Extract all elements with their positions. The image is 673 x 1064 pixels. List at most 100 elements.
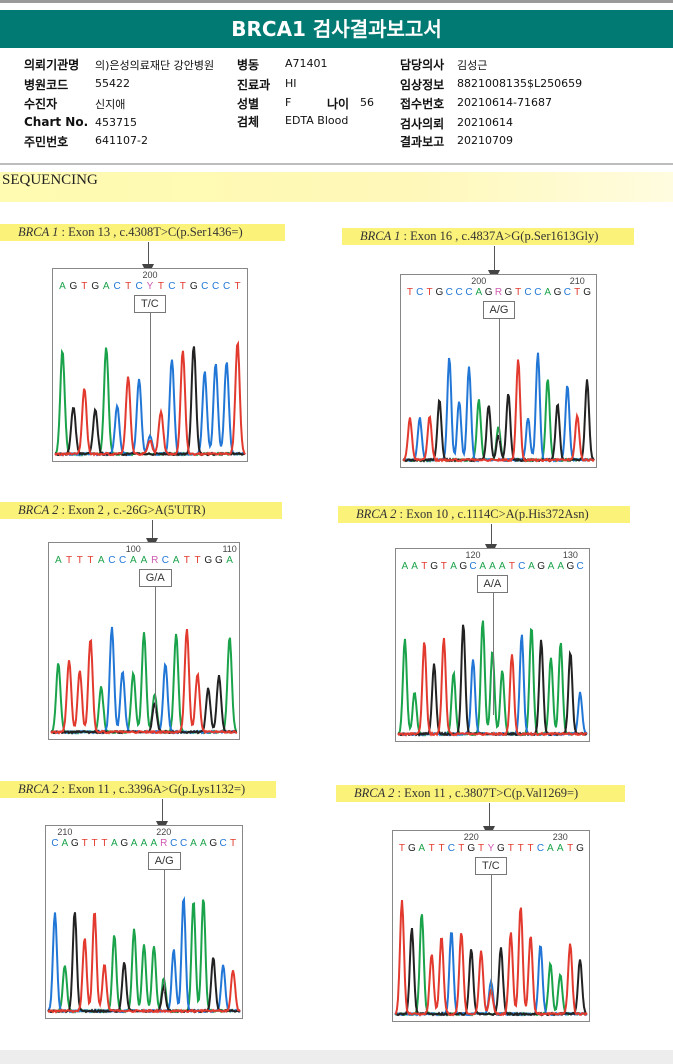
genotype-box: G/A [138, 569, 172, 587]
base-call: A [528, 561, 535, 572]
age-value: 56 [360, 96, 374, 109]
base-call: A [131, 838, 138, 849]
ward-label: 병동 [237, 58, 260, 72]
genotype-pointer [498, 319, 500, 441]
base-call: C [170, 838, 177, 849]
base-call: T [82, 838, 88, 849]
trace-T [54, 340, 246, 457]
base-call: R [495, 287, 502, 298]
position-label: 230 [553, 832, 568, 842]
section-band [0, 172, 673, 202]
variant-detail: : Exon 11 , c.3396A>G(p.Lys1132=) [61, 782, 246, 796]
genotype-box: A/G [482, 301, 516, 319]
variant-detail: : Exon 2 , c.-26G>A(5'UTR) [61, 503, 206, 517]
base-call: G [215, 555, 223, 566]
base-call: G [120, 838, 128, 849]
specimen-value: EDTA Blood [285, 114, 349, 127]
id-number-value: 641107-2 [95, 134, 148, 147]
base-call: T [567, 843, 573, 854]
base-call: A [547, 843, 554, 854]
base-call: C [212, 281, 219, 292]
id-number-label: 주민번호 [24, 135, 69, 149]
base-call: A [450, 561, 457, 572]
pointer-line [162, 799, 163, 825]
position-label: 210 [57, 827, 72, 837]
base-call: T [194, 555, 200, 566]
base-call: A [111, 838, 118, 849]
genotype-box: A/G [147, 852, 181, 870]
gene-name: BRCA 2 [18, 503, 59, 517]
dept-label: 진료과 [237, 78, 271, 92]
base-call: A [151, 838, 158, 849]
variant-label: BRCA 2 : Exon 11 , c.3807T>C(p.Val1269=) [336, 785, 625, 802]
base-call: G [567, 561, 575, 572]
gene-name: BRCA 2 [18, 782, 59, 796]
base-call: C [51, 838, 58, 849]
bottom-band [0, 1050, 673, 1064]
clinical-label: 임상정보 [400, 78, 445, 92]
base-call: C [201, 281, 208, 292]
receipt-value: 20210614-71687 [457, 96, 552, 109]
chromatogram: C A G T T T A G A A A R C C A A G C T 210 220 A/G [45, 825, 243, 1019]
base-call: G [467, 843, 475, 854]
chromatogram: A G T G A C T C Y T C T G C C C T 200 T/C [52, 268, 248, 462]
base-call: C [577, 561, 584, 572]
sex-label: 성별 [237, 97, 260, 111]
base-call: G [70, 281, 78, 292]
base-call: A [557, 561, 564, 572]
base-call: C [537, 843, 544, 854]
request-value: 20210614 [457, 116, 513, 129]
base-call: T [125, 281, 131, 292]
base-call: A [418, 843, 425, 854]
trace-T [397, 637, 588, 737]
base-call: C [534, 287, 541, 298]
base-call: A [141, 555, 148, 566]
base-call: Y [147, 281, 154, 292]
base-call: T [508, 843, 514, 854]
base-call: T [87, 555, 93, 566]
chromatogram: A A T G T A G C A A A T C A G A A G C 120 130 A/A [395, 548, 590, 742]
base-call: A [141, 838, 148, 849]
chromatogram: A T T T A C C A A R C A T T G G A 100 110 G/A [48, 542, 240, 740]
pointer-line [152, 520, 153, 542]
institution-value: 의)은성의료재단 강안병원 [95, 59, 215, 72]
base-call: T [407, 287, 413, 298]
base-call: C [469, 561, 476, 572]
doctor-label: 담당의사 [400, 58, 445, 72]
top-border [0, 0, 673, 3]
base-call: A [402, 561, 409, 572]
base-call: A [411, 561, 418, 572]
hospital-code-label: 병원코드 [24, 78, 69, 92]
base-call: C [220, 838, 227, 849]
base-call: C [114, 281, 121, 292]
base-call: G [430, 561, 438, 572]
base-call: T [158, 281, 164, 292]
position-label: 200 [142, 270, 157, 280]
base-call: T [180, 281, 186, 292]
base-call: T [478, 843, 484, 854]
base-call: C [456, 287, 463, 298]
genotype-pointer [163, 870, 165, 992]
doctor-value: 김성근 [457, 59, 488, 72]
report-date-label: 결과보고 [400, 135, 445, 149]
genotype-pointer [150, 313, 151, 435]
gene-name: BRCA 1 [18, 225, 59, 239]
base-call: G [537, 561, 545, 572]
trace-T [402, 359, 595, 463]
base-call: A [544, 287, 551, 298]
base-call: G [91, 281, 99, 292]
base-call: A [475, 287, 482, 298]
base-call: C [223, 281, 230, 292]
base-call: T [574, 287, 580, 298]
trace-G [47, 912, 241, 1014]
base-call: T [518, 843, 524, 854]
base-call: T [184, 555, 190, 566]
base-call: G [408, 843, 416, 854]
base-call: A [98, 555, 105, 566]
trace-T [50, 628, 237, 735]
trace-T [47, 912, 241, 1014]
report-title: BRCA1 검사결과보고서 [0, 10, 673, 48]
base-call: A [190, 838, 197, 849]
report-date-value: 20210709 [457, 134, 513, 147]
section-title: SEQUENCING [2, 172, 98, 188]
